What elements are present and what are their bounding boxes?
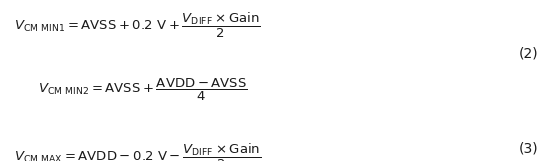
Text: (2): (2) xyxy=(518,46,538,60)
Text: $V_{\mathsf{CM\ MIN1}} = \mathsf{AVSS} + \mathsf{0.2\ V} + \dfrac{V_{\mathsf{DIF: $V_{\mathsf{CM\ MIN1}} = \mathsf{AVSS} +… xyxy=(14,11,260,41)
Text: $V_{\mathsf{CM\ MIN2}} = \mathsf{AVSS} + \dfrac{\mathsf{AVDD} - \mathsf{AVSS}}{4: $V_{\mathsf{CM\ MIN2}} = \mathsf{AVSS} +… xyxy=(38,77,248,103)
Text: (3): (3) xyxy=(518,142,538,156)
Text: $V_{\mathsf{CM\ MAX}} = \mathsf{AVDD} - \mathsf{0.2\ V} - \dfrac{V_{\mathsf{DIFF: $V_{\mathsf{CM\ MAX}} = \mathsf{AVDD} - … xyxy=(14,142,261,161)
